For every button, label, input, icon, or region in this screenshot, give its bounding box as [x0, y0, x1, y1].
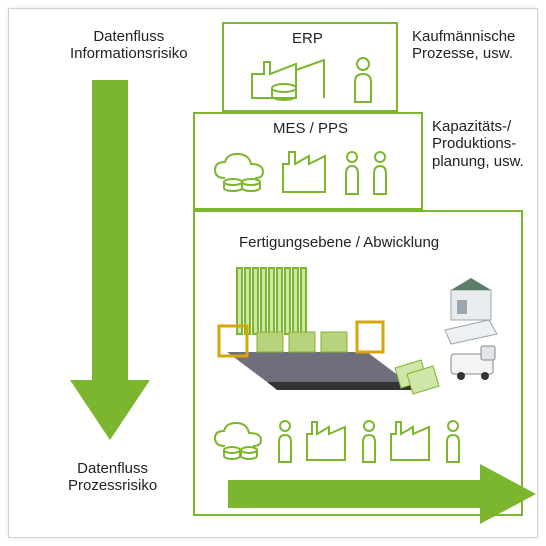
factory-icon [387, 418, 435, 464]
shopfloor-icons [211, 418, 461, 464]
label-right-mid: Kapazitäts-/Produktions-planung, usw. [432, 118, 524, 170]
factory-icon [303, 418, 351, 464]
factory-icon [279, 148, 333, 196]
tier-erp-title: ERP [292, 30, 323, 47]
person-icon [445, 418, 461, 464]
arrow-down [60, 72, 160, 452]
person-icon [361, 418, 377, 464]
arrow-right [224, 462, 540, 526]
label-right-top-text: KaufmännischeProzesse, usw. [412, 28, 515, 62]
cloud-db-icon [211, 148, 269, 196]
factory-db-icon [246, 54, 342, 104]
person-icon [371, 148, 389, 196]
label-top-left-text: DatenflussInformationsrisiko [70, 28, 188, 62]
tier-shopfloor-title: Fertigungsebene / Abwicklung [239, 234, 439, 251]
mes-icons [211, 148, 389, 196]
erp-icons [246, 54, 374, 104]
label-bottom-left-text: DatenflussProzessrisiko [68, 460, 157, 494]
tier-mes-title: MES / PPS [273, 120, 348, 137]
label-right-top: KaufmännischeProzesse, usw. [412, 28, 515, 63]
cloud-db-icon [211, 418, 267, 464]
label-right-mid-text: Kapazitäts-/Produktions-planung, usw. [432, 118, 524, 170]
production-scene [207, 262, 517, 412]
person-icon [343, 148, 361, 196]
person-icon [277, 418, 293, 464]
tier-erp: ERP [222, 22, 398, 112]
tier-mes: MES / PPS [193, 112, 423, 210]
label-top-left: DatenflussInformationsrisiko [70, 28, 188, 63]
label-bottom-left: DatenflussProzessrisiko [68, 460, 157, 495]
person-icon [352, 54, 374, 104]
